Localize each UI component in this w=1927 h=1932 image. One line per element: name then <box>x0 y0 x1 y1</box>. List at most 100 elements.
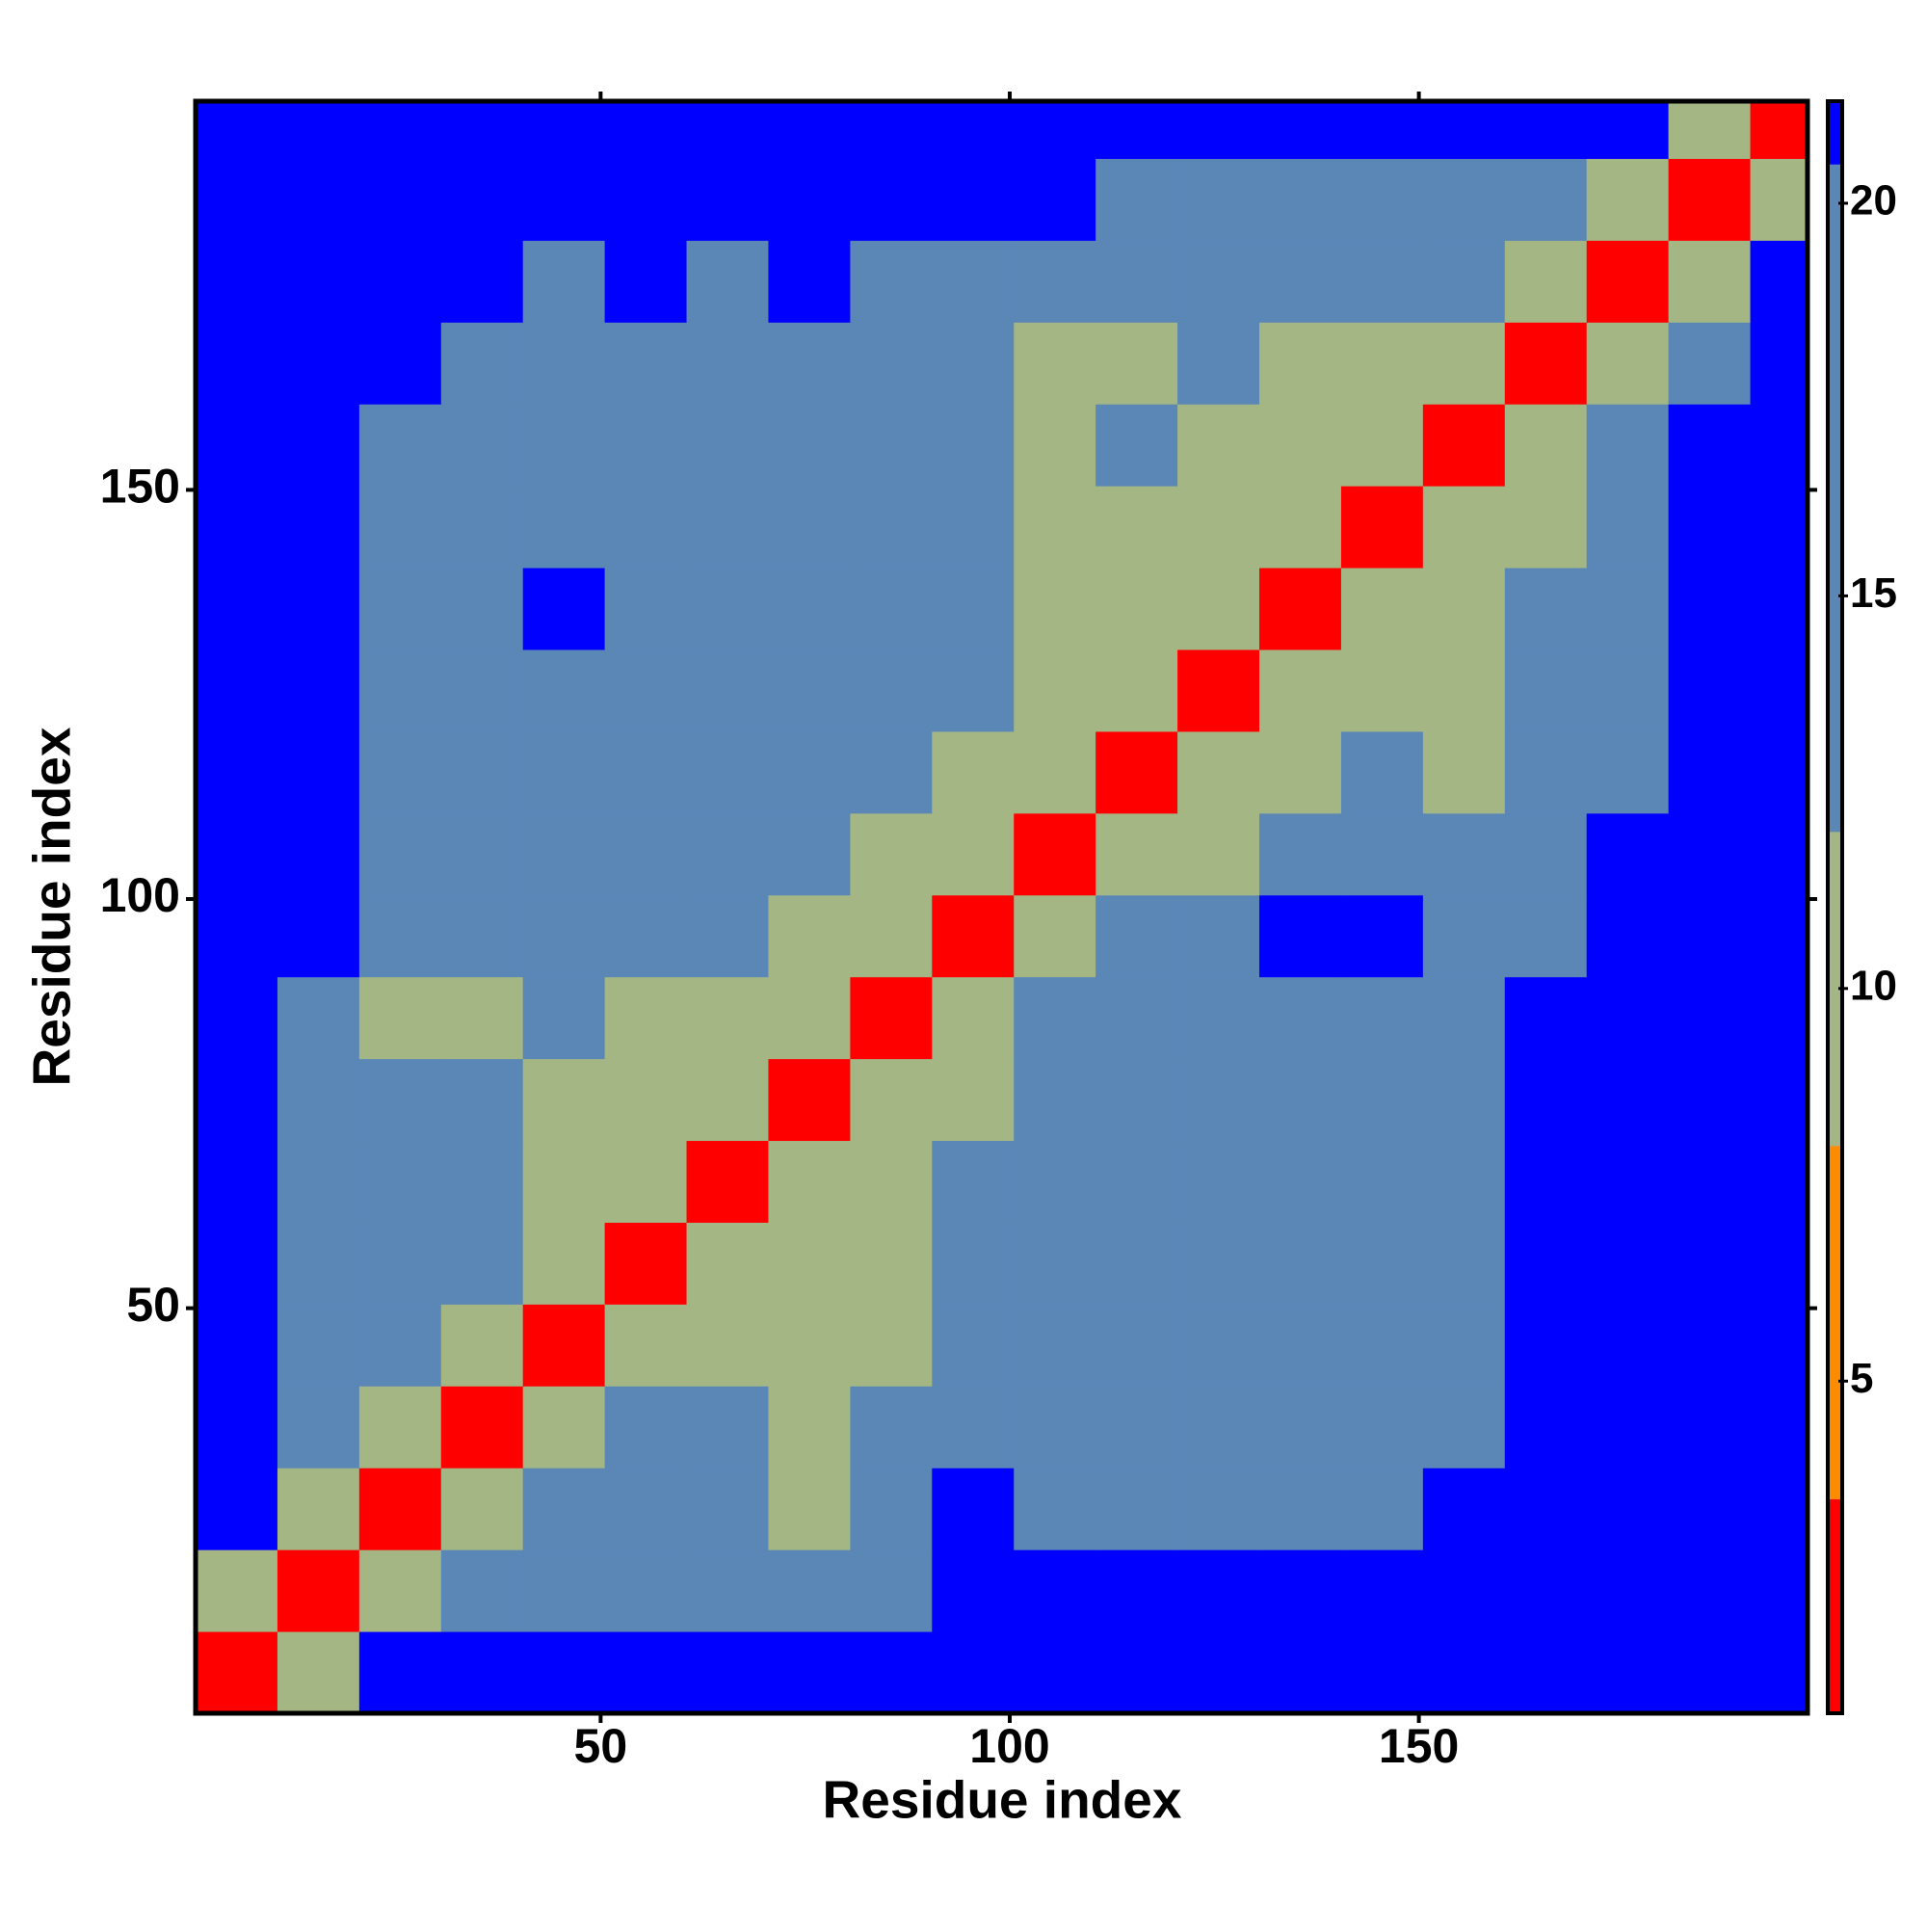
heatmap-cell <box>604 894 688 978</box>
heatmap-cell <box>1340 322 1424 405</box>
heatmap-cell <box>1750 1549 1808 1632</box>
heatmap-cell <box>1504 730 1588 814</box>
heatmap-cell <box>1750 1386 1808 1469</box>
heatmap-cell <box>522 568 606 650</box>
heatmap-cell <box>196 1222 278 1305</box>
heatmap-cell <box>1014 158 1096 241</box>
heatmap-cell <box>932 976 1015 1060</box>
heatmap-cell <box>522 730 606 814</box>
heatmap-cell <box>1504 648 1588 732</box>
heatmap-cell <box>686 1549 769 1632</box>
colorbar-tick-label: 15 <box>1850 569 1897 617</box>
heatmap-cell <box>604 1468 688 1550</box>
heatmap-cell <box>277 976 360 1060</box>
heatmap-cell <box>1750 568 1808 650</box>
heatmap-cell <box>932 648 1015 732</box>
heatmap-cell <box>1504 1631 1588 1714</box>
heatmap-cell <box>1014 1468 1096 1550</box>
heatmap-cell <box>686 1058 769 1142</box>
heatmap-cell <box>850 1468 933 1550</box>
heatmap-cell <box>358 101 442 159</box>
heatmap-cell <box>277 322 360 405</box>
heatmap-cell <box>1177 1468 1260 1550</box>
heatmap-cell <box>358 240 442 323</box>
heatmap-cell <box>686 1304 769 1387</box>
heatmap-cell <box>1586 1468 1670 1550</box>
heatmap-cell <box>1668 1140 1752 1223</box>
heatmap-cell <box>1095 1140 1178 1223</box>
heatmap-cell <box>768 648 851 732</box>
heatmap-cell <box>1014 1304 1096 1387</box>
heatmap-cell <box>196 568 278 650</box>
heatmap-cell <box>1668 1222 1752 1305</box>
heatmap-cell <box>277 648 360 732</box>
heatmap-cell <box>277 101 360 159</box>
heatmap-cell <box>686 894 769 978</box>
heatmap-cell <box>932 1386 1015 1469</box>
heatmap-cell <box>1422 240 1506 323</box>
heatmap-cell <box>1259 894 1342 978</box>
heatmap-cell <box>196 648 278 732</box>
heatmap-cell <box>196 404 278 487</box>
heatmap-cell <box>196 812 278 896</box>
heatmap-cell <box>768 101 851 159</box>
heatmap-cell <box>1095 1631 1178 1714</box>
heatmap-cell <box>1586 240 1670 323</box>
colorbar-tick-label: 20 <box>1850 177 1897 225</box>
heatmap-cell <box>1504 976 1588 1060</box>
heatmap-cell <box>1177 1222 1260 1305</box>
heatmap-cell <box>1340 1140 1424 1223</box>
heatmap-cell <box>1504 1058 1588 1142</box>
heatmap-cell <box>1095 486 1178 569</box>
heatmap-cell <box>1504 1222 1588 1305</box>
colorbar-tick-label: 10 <box>1850 962 1897 1009</box>
heatmap-cell <box>1504 404 1588 487</box>
heatmap-cell <box>1340 730 1424 814</box>
heatmap-cell <box>1422 976 1506 1060</box>
heatmap-cell <box>522 1058 606 1142</box>
heatmap-cell <box>1340 976 1424 1060</box>
heatmap-cell <box>1668 1468 1752 1550</box>
heatmap-cell <box>1177 1386 1260 1469</box>
heatmap-cell <box>358 648 442 732</box>
heatmap-cell <box>522 894 606 978</box>
colorbar-band <box>1828 1498 1842 1714</box>
heatmap-cell <box>604 976 688 1060</box>
heatmap-cell <box>1668 812 1752 896</box>
heatmap-cell <box>196 730 278 814</box>
heatmap-cell <box>686 486 769 569</box>
heatmap-cell <box>440 101 524 159</box>
heatmap-cell <box>1177 158 1260 241</box>
heatmap-cell <box>604 1386 688 1469</box>
heatmap-cell <box>522 404 606 487</box>
heatmap-cell <box>1095 812 1178 896</box>
heatmap-cell <box>1014 730 1096 814</box>
heatmap-cell <box>1668 894 1752 978</box>
heatmap-cell <box>358 1222 442 1305</box>
heatmap-cell <box>1177 404 1260 487</box>
heatmap-cell <box>1422 1222 1506 1305</box>
heatmap-cell <box>1586 158 1670 241</box>
heatmap-cell <box>1586 1386 1670 1469</box>
heatmap-cell <box>604 568 688 650</box>
heatmap-cell <box>850 1386 933 1469</box>
heatmap-cell <box>522 1549 606 1632</box>
heatmap-cell <box>1177 1549 1260 1632</box>
heatmap-cell <box>1586 1549 1670 1632</box>
heatmap-cell <box>196 1386 278 1469</box>
heatmap-cell <box>932 1222 1015 1305</box>
heatmap-cell <box>604 1140 688 1223</box>
heatmap-cell <box>1014 1058 1096 1142</box>
heatmap-cell <box>522 486 606 569</box>
heatmap-cell <box>768 1058 851 1142</box>
heatmap-cell <box>1340 1386 1424 1469</box>
heatmap-cell <box>850 158 933 241</box>
heatmap-cell <box>1422 648 1506 732</box>
heatmap-cell <box>358 894 442 978</box>
heatmap-cell <box>850 1631 933 1714</box>
heatmap-cell <box>604 1222 688 1305</box>
heatmap-cell <box>1340 1631 1424 1714</box>
heatmap-cell <box>1586 894 1670 978</box>
heatmap-cell <box>1668 240 1752 323</box>
